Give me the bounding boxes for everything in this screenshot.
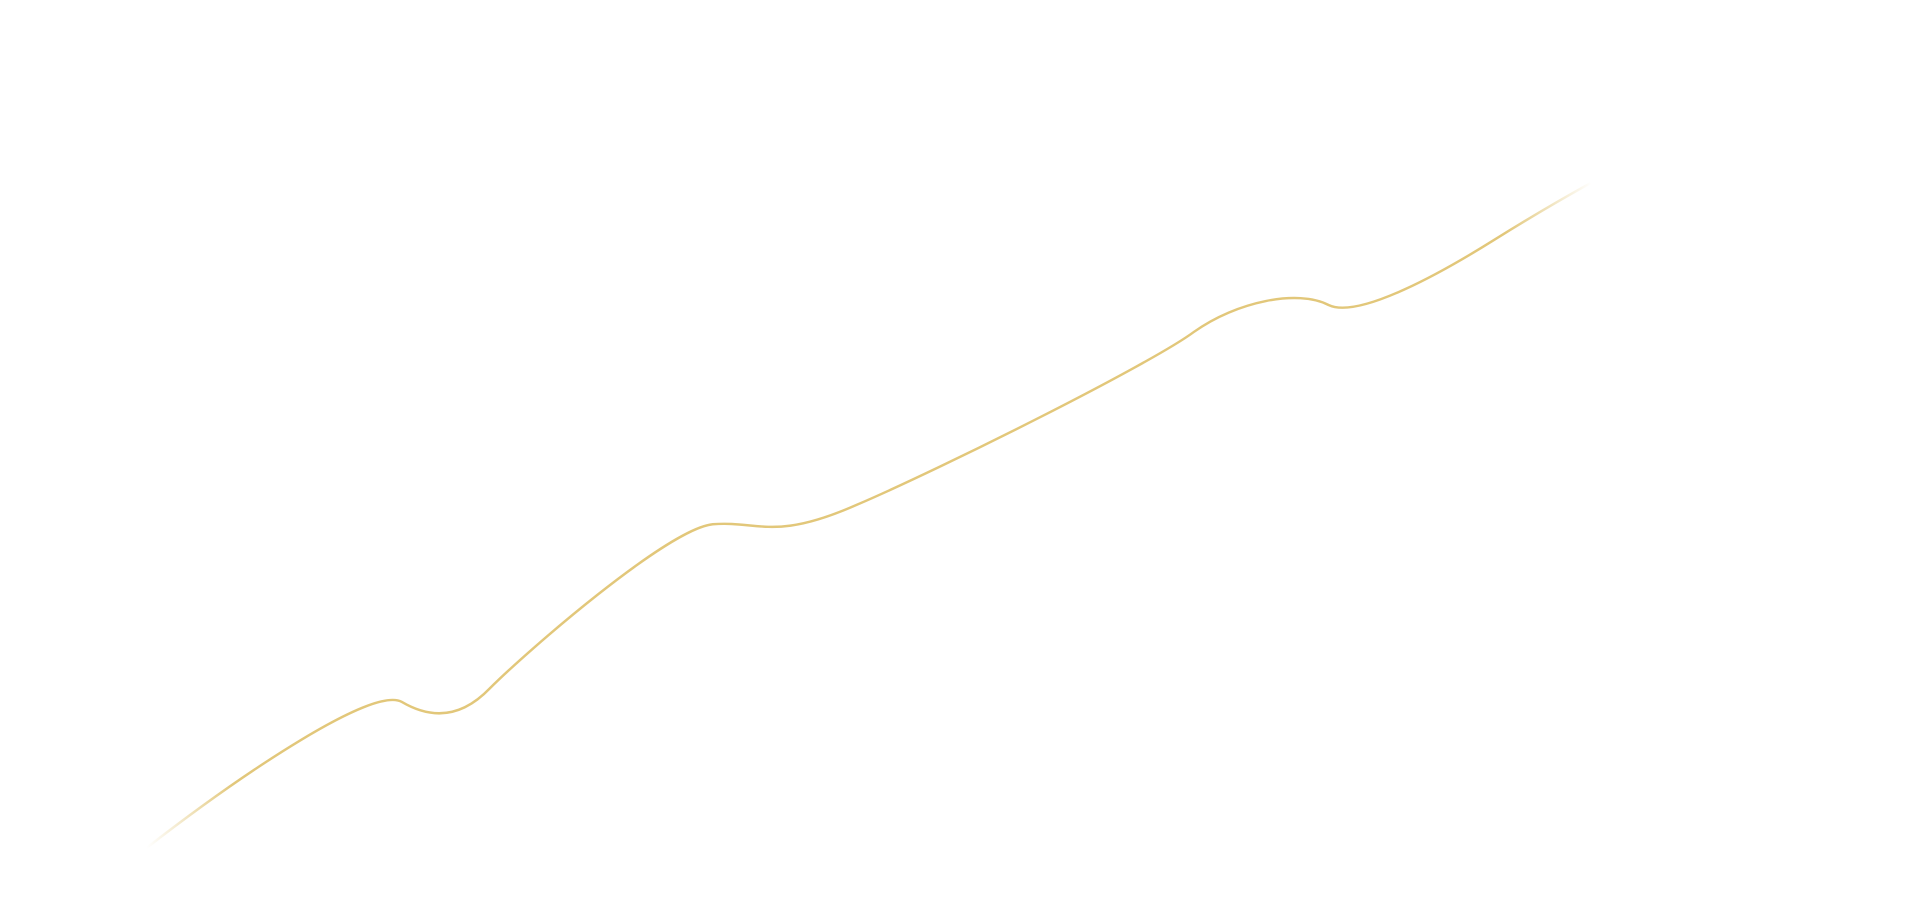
wavy-gold-line [145,182,1591,849]
